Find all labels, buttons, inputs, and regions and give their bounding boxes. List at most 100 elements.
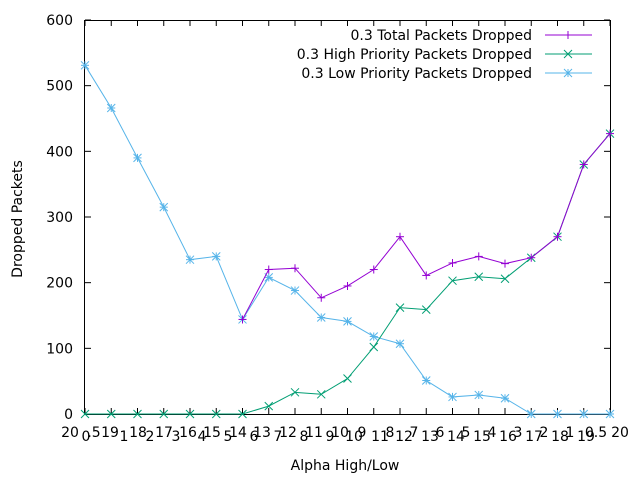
series-0-point-12 — [396, 232, 404, 241]
x-tick-label-25: 8 — [386, 425, 395, 441]
x-tick-label-23: 9 — [358, 425, 367, 441]
x-tick-label-39: 1 — [566, 425, 575, 441]
series-1-point-16 — [500, 274, 510, 284]
series-1-point-6 — [238, 409, 247, 419]
x-tick-label-27: 7 — [410, 425, 419, 441]
series-2-point-8 — [290, 286, 300, 295]
series-2-point-9 — [316, 313, 326, 322]
legend-label-2: 0.3 Low Priority Packets Dropped — [301, 66, 532, 82]
x-tick-label-29: 6 — [436, 425, 445, 441]
y-tick-label-4: 400 — [46, 144, 73, 160]
y-tick-label-5: 500 — [46, 79, 73, 95]
x-tick-label-2: .5 — [87, 425, 100, 441]
series-1-point-15 — [474, 272, 484, 282]
series-0-point-7 — [264, 265, 273, 274]
series-2-point-3 — [159, 202, 169, 212]
x-tick-label-10: 4 — [198, 429, 207, 445]
series-2-point-16 — [500, 393, 510, 403]
series-2-point-12 — [395, 339, 405, 349]
series-1-point-0 — [80, 409, 90, 419]
series-0-point-17 — [527, 253, 536, 262]
x-tick-label-7: 17 — [155, 425, 173, 441]
x-tick-label-38: 18 — [551, 429, 569, 445]
series-2-point-13 — [421, 376, 431, 385]
series-1-point-4 — [185, 409, 195, 419]
series-1-point-2 — [133, 409, 142, 419]
series-0-point-20 — [606, 129, 614, 138]
x-tick-label-9: 16 — [179, 425, 197, 441]
y-axis-label: Dropped Packets — [10, 160, 26, 278]
series-2-point-19 — [579, 409, 589, 419]
series-line-2 — [84, 65, 610, 415]
y-tick-label-6: 600 — [46, 13, 73, 29]
x-tick-label-40: 19 — [577, 429, 595, 445]
x-tick-label-4: 1 — [120, 429, 129, 445]
x-tick-label-31: 5 — [462, 425, 471, 441]
series-line-0 — [242, 133, 611, 320]
y-tick-label-0: 0 — [64, 407, 73, 423]
x-tick-label-30: 14 — [447, 429, 465, 445]
legend-label-1: 0.3 High Priority Packets Dropped — [297, 47, 532, 63]
series-1-point-11 — [369, 342, 379, 352]
x-tick-label-16: 7 — [274, 429, 283, 445]
x-tick-label-13: 14 — [229, 425, 247, 441]
x-tick-label-32: 15 — [473, 429, 491, 445]
series-1-point-13 — [421, 305, 431, 314]
x-tick-label-42: 20 — [611, 425, 629, 441]
x-tick-label-20: 9 — [326, 429, 335, 445]
series-0-point-10 — [343, 281, 352, 290]
series-0-point-8 — [291, 264, 299, 273]
series-2-point-4 — [185, 255, 195, 265]
legend-label-0: 0.3 Total Packets Dropped — [351, 28, 532, 44]
series-line-1 — [85, 133, 611, 415]
series-1-point-3 — [159, 409, 169, 419]
legend-marker-1 — [563, 49, 573, 59]
legend-marker-0 — [564, 31, 572, 39]
x-tick-label-41: 0.5 — [585, 425, 607, 441]
x-tick-label-28: 13 — [421, 429, 439, 445]
series-2-point-11 — [369, 332, 379, 341]
x-tick-label-22: 10 — [345, 429, 363, 445]
x-tick-label-35: 3 — [514, 425, 523, 441]
series-1-point-1 — [106, 409, 116, 419]
x-tick-label-5: 18 — [129, 425, 147, 441]
series-1-point-9 — [316, 389, 326, 399]
series-1-point-8 — [290, 387, 300, 397]
series-2-point-15 — [474, 390, 484, 400]
series-1-point-12 — [395, 303, 405, 312]
x-tick-label-11: 15 — [203, 425, 221, 441]
x-tick-label-19: 11 — [305, 425, 323, 441]
x-tick-label-24: 11 — [371, 429, 389, 445]
x-tick-label-33: 4 — [488, 425, 497, 441]
series-2-point-18 — [553, 409, 562, 419]
x-tick-label-37: 2 — [540, 425, 549, 441]
x-tick-label-15: 13 — [253, 425, 271, 441]
x-axis-label: Alpha High/Low — [291, 458, 400, 474]
x-tick-label-0: 20 — [61, 425, 79, 441]
series-2-point-17 — [526, 409, 536, 419]
series-2-point-14 — [448, 392, 457, 402]
series-1-point-5 — [211, 409, 221, 419]
series-2-point-1 — [106, 103, 116, 113]
series-2-point-0 — [80, 60, 90, 70]
y-axis-ticks: 0 100 200 300 400 500 600 — [46, 13, 610, 423]
x-tick-label-26: 12 — [395, 429, 413, 445]
series-0-point-13 — [422, 271, 431, 280]
x-tick-label-6: 2 — [146, 429, 155, 445]
x-tick-label-3: 19 — [101, 425, 119, 441]
x-tick-label-18: 8 — [300, 429, 309, 445]
series-1-point-14 — [448, 276, 457, 286]
series-0-point-6 — [238, 315, 247, 324]
series-0-point-16 — [501, 259, 509, 268]
y-tick-label-1: 100 — [46, 341, 73, 357]
y-tick-label-3: 300 — [46, 210, 73, 226]
x-tick-label-14: 6 — [250, 429, 259, 445]
x-tick-label-17: 12 — [279, 425, 297, 441]
series-0-point-15 — [474, 252, 483, 261]
y-tick-label-2: 200 — [46, 276, 73, 292]
x-tick-label-12: 5 — [224, 429, 233, 445]
series-2-point-10 — [343, 317, 352, 326]
legend-marker-2 — [563, 68, 573, 78]
